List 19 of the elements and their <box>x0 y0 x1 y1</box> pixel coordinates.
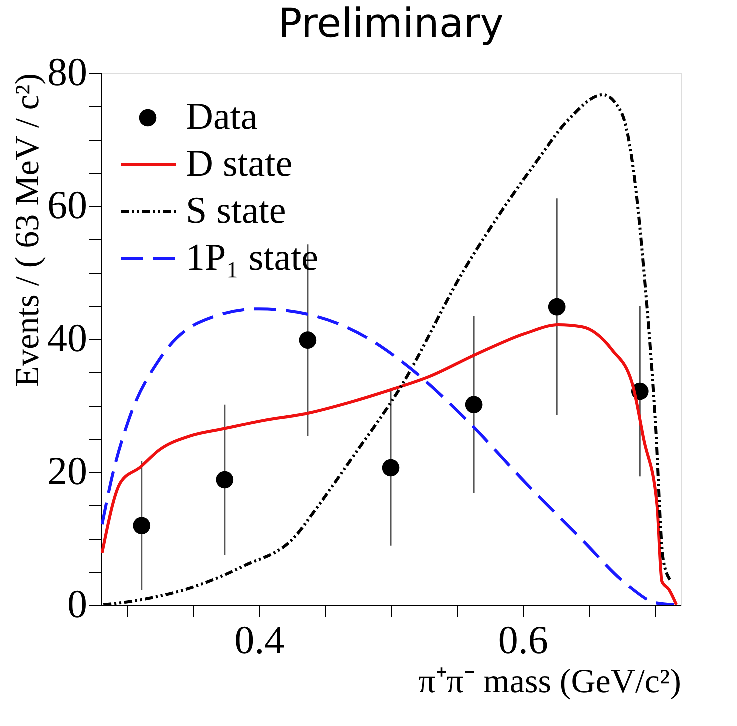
legend-label: D state <box>186 143 293 185</box>
legend-label: S state <box>186 190 286 232</box>
legend-label: Data <box>186 96 258 138</box>
y-tick-label: 0 <box>68 582 88 626</box>
point <box>382 459 400 477</box>
x-axis-title: π⁺π⁻ mass (GeV/c²) <box>418 664 682 700</box>
chart-title: Preliminary <box>278 1 504 47</box>
point <box>548 298 566 316</box>
y-tick-label: 60 <box>48 182 88 228</box>
point <box>133 517 151 535</box>
y-tick-label: 40 <box>48 316 88 360</box>
point <box>299 332 317 349</box>
point <box>216 471 234 489</box>
y-axis-title: Events / ( 63 MeV / c²) <box>10 74 46 388</box>
y-tick-label: 80 <box>48 50 88 94</box>
y-tick-label: 20 <box>48 448 88 494</box>
x-tick-label: 0.6 <box>498 618 548 662</box>
x-tick-label: 0.4 <box>234 618 285 662</box>
point <box>465 396 483 414</box>
